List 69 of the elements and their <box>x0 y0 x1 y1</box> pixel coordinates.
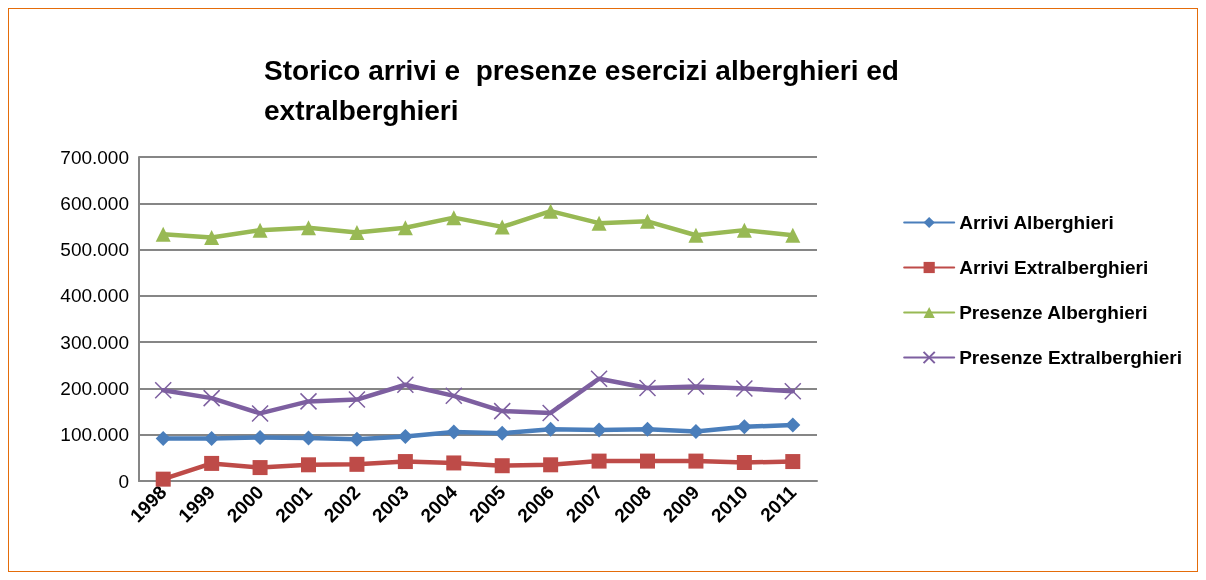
point <box>687 377 705 396</box>
point <box>591 453 607 469</box>
point <box>541 404 560 422</box>
point <box>591 422 607 438</box>
point <box>785 417 801 433</box>
point <box>543 421 559 437</box>
point <box>688 453 704 469</box>
point <box>252 460 268 476</box>
point <box>397 429 413 445</box>
point <box>204 430 220 446</box>
point <box>785 454 801 470</box>
point <box>590 369 608 388</box>
point <box>445 387 463 405</box>
point <box>446 210 462 226</box>
point <box>252 222 268 238</box>
point <box>348 390 366 409</box>
legend-label: Arrivi Extralberghieri <box>959 257 1149 278</box>
point <box>493 402 511 420</box>
point <box>736 454 752 470</box>
point <box>155 226 171 242</box>
y-tick-label: 200.000 <box>60 377 129 399</box>
point <box>543 457 559 473</box>
point <box>202 389 221 407</box>
point <box>494 458 510 474</box>
point <box>299 392 318 411</box>
point <box>688 423 704 439</box>
point <box>397 220 413 236</box>
point <box>396 375 415 394</box>
legend-label: Arrivi Alberghieri <box>959 212 1114 233</box>
point <box>494 425 510 441</box>
point <box>638 379 657 397</box>
point <box>301 457 316 473</box>
legend-label: Presenze Extralberghieri <box>959 347 1182 368</box>
point <box>155 471 171 487</box>
point <box>154 381 172 400</box>
point <box>446 455 462 471</box>
y-tick-label: 600.000 <box>60 192 129 214</box>
point <box>736 222 752 238</box>
y-tick-label: 500.000 <box>60 239 129 261</box>
chart-title: Storico arrivi e presenze esercizi alberghieri ed extralberghieri <box>264 54 907 126</box>
y-tick-label: 400.000 <box>60 285 129 307</box>
point <box>204 230 220 246</box>
point <box>785 227 801 243</box>
y-tick-label: 0 <box>118 470 129 492</box>
point <box>784 382 802 400</box>
point <box>301 430 316 446</box>
legend-label: Presenze Alberghieri <box>959 302 1148 323</box>
y-tick-label: 300.000 <box>60 331 129 353</box>
point <box>251 404 269 423</box>
y-tick-label: 700.000 <box>60 146 129 168</box>
point <box>349 431 365 447</box>
point <box>640 213 655 229</box>
point <box>640 453 655 469</box>
point <box>397 454 413 470</box>
point <box>736 419 752 435</box>
point <box>349 456 365 472</box>
point <box>252 429 268 445</box>
point <box>349 224 365 240</box>
point <box>640 421 655 437</box>
y-tick-label: 100.000 <box>60 424 129 446</box>
point <box>155 430 171 446</box>
point <box>688 227 704 243</box>
point <box>543 203 559 219</box>
point <box>446 424 462 440</box>
point <box>494 219 510 235</box>
point <box>301 220 316 236</box>
point <box>735 379 754 398</box>
point <box>204 455 220 471</box>
point <box>591 215 607 231</box>
